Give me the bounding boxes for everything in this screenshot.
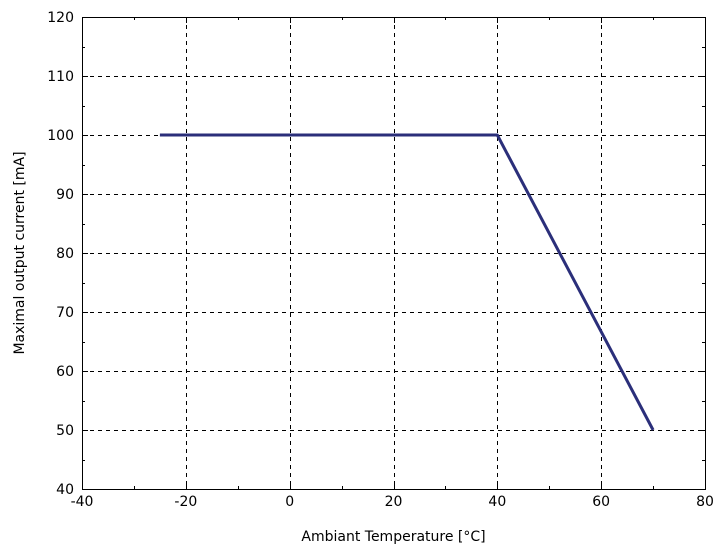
y-axis-label: Maximal output current [mA]	[12, 151, 28, 354]
x-tick-label: 80	[696, 494, 714, 510]
x-tick-label: 60	[592, 494, 610, 510]
y-tick-label: 90	[56, 187, 74, 203]
y-tick-label: 80	[56, 246, 74, 262]
series-layer	[159, 133, 655, 431]
y-tick-label: 70	[56, 305, 74, 321]
y-tick-label: 40	[56, 482, 74, 498]
y-tick-label: 110	[47, 69, 74, 85]
series-line	[159, 133, 655, 431]
y-tick-label: 50	[56, 423, 74, 439]
x-tick-label: 40	[488, 494, 506, 510]
y-axis-tick-labels: 40 50 60 70 80 90 100 110 120	[47, 10, 74, 498]
y-tick-label: 60	[56, 364, 74, 380]
x-tick-label: 20	[385, 494, 403, 510]
grid	[82, 17, 705, 489]
y-tick-label: 100	[47, 128, 74, 144]
x-axis-tick-labels: -40 -20 0 20 40 60 80	[71, 494, 714, 510]
x-axis-label: Ambiant Temperature [°C]	[301, 529, 485, 545]
x-tick-label: -40	[71, 494, 94, 510]
x-tick-label: -20	[174, 494, 197, 510]
y-tick-label: 120	[47, 10, 74, 26]
axis-ticks	[82, 17, 706, 490]
x-tick-label: 0	[285, 494, 294, 510]
